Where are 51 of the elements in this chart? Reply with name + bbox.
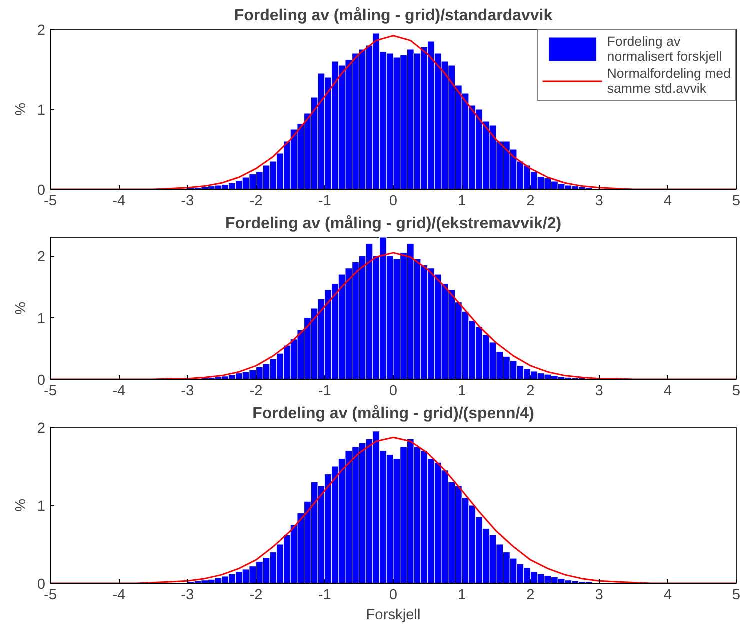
x-tick-label: 2 bbox=[526, 194, 535, 210]
x-tick-label: -2 bbox=[250, 384, 263, 400]
x-tick-label: 5 bbox=[732, 588, 741, 604]
x-tick-label: 4 bbox=[664, 588, 672, 604]
y-tick-label: 2 bbox=[37, 23, 46, 39]
x-tick-label: -1 bbox=[318, 194, 332, 210]
x-tick-label: 1 bbox=[458, 194, 466, 210]
y-tick-label: 0 bbox=[37, 183, 46, 199]
chart-title: Fordeling av (måling - grid)/standardavvik bbox=[234, 6, 553, 24]
x-tick-label: -5 bbox=[44, 384, 58, 400]
legend-label: Normalfordeling med samme std.avvik bbox=[607, 66, 731, 96]
x-tick-label: -5 bbox=[44, 588, 58, 604]
x-tick-label: 5 bbox=[732, 194, 741, 210]
x-tick-label: 0 bbox=[389, 384, 398, 400]
x-tick-label: -3 bbox=[181, 384, 194, 400]
x-tick-label: -1 bbox=[318, 588, 332, 604]
x-tick-label: 3 bbox=[595, 588, 604, 604]
x-tick-label: -4 bbox=[112, 588, 126, 604]
y-tick-label: 2 bbox=[37, 250, 46, 266]
chart-title: Fordeling av (måling - grid)/(ekstremavvik/2) bbox=[225, 214, 562, 232]
x-tick-label: 1 bbox=[458, 588, 466, 604]
legend-label: Fordeling av normalisert forskjell bbox=[607, 34, 722, 64]
x-tick-label: -1 bbox=[318, 384, 332, 400]
y-tick-label: 2 bbox=[37, 421, 46, 437]
x-tick-label: -4 bbox=[112, 194, 126, 210]
x-tick-label: -3 bbox=[181, 194, 194, 210]
x-tick-label: 0 bbox=[389, 588, 398, 604]
x-tick-label: 5 bbox=[732, 384, 741, 400]
x-tick-label: 2 bbox=[526, 588, 535, 604]
y-axis-title: % bbox=[13, 102, 30, 116]
x-axis-title: Forskjell bbox=[366, 608, 421, 624]
x-tick-label: 0 bbox=[389, 194, 398, 210]
x-tick-label: -2 bbox=[250, 588, 263, 604]
x-tick-label: 2 bbox=[526, 384, 535, 400]
x-tick-label: 3 bbox=[595, 384, 604, 400]
y-axis-title: % bbox=[13, 302, 30, 316]
x-tick-label: 3 bbox=[595, 194, 604, 210]
x-tick-label: 4 bbox=[664, 194, 672, 210]
chart-title: Fordeling av (måling - grid)/(spenn/4) bbox=[252, 404, 534, 422]
y-tick-label: 1 bbox=[37, 103, 46, 119]
x-tick-label: -5 bbox=[44, 194, 58, 210]
x-tick-label: -4 bbox=[112, 384, 126, 400]
x-tick-label: 1 bbox=[458, 384, 466, 400]
x-tick-label: -2 bbox=[250, 194, 263, 210]
y-tick-label: 0 bbox=[37, 373, 46, 389]
y-axis-title: % bbox=[13, 498, 30, 512]
x-tick-label: 4 bbox=[664, 384, 672, 400]
y-tick-label: 1 bbox=[37, 499, 46, 515]
y-tick-label: 0 bbox=[37, 577, 46, 593]
x-tick-label: -3 bbox=[181, 588, 194, 604]
y-tick-label: 1 bbox=[37, 311, 46, 328]
